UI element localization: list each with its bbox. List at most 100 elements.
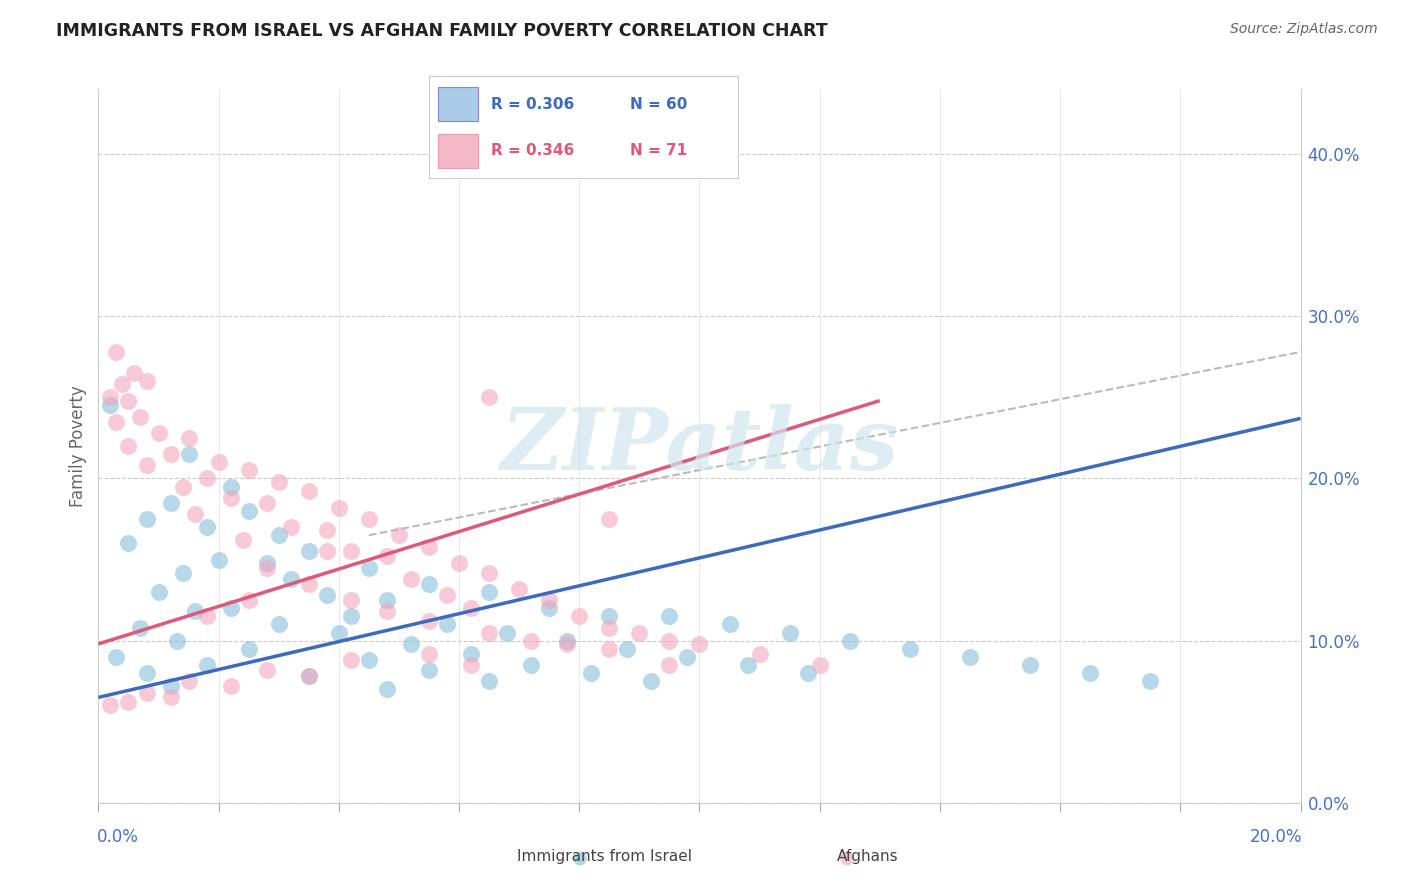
Point bbox=[315, 524, 337, 538]
Point bbox=[238, 463, 260, 477]
Point bbox=[460, 657, 482, 672]
Point bbox=[399, 637, 422, 651]
Point bbox=[375, 682, 398, 697]
Point bbox=[100, 390, 122, 404]
Point bbox=[328, 500, 350, 515]
Point bbox=[148, 425, 170, 440]
Point bbox=[100, 399, 122, 413]
Point bbox=[159, 690, 181, 705]
Point bbox=[959, 649, 981, 664]
Point bbox=[172, 566, 194, 580]
Point bbox=[808, 657, 831, 672]
Point bbox=[658, 609, 681, 624]
Point bbox=[555, 637, 578, 651]
Point bbox=[568, 851, 591, 865]
Point bbox=[737, 657, 759, 672]
Point bbox=[183, 507, 205, 521]
Point bbox=[478, 566, 501, 580]
Bar bbox=[439, 87, 478, 121]
Bar bbox=[439, 135, 478, 168]
Point bbox=[598, 641, 620, 656]
Point bbox=[478, 674, 501, 689]
Point bbox=[100, 698, 122, 713]
Text: ZIPatlas: ZIPatlas bbox=[501, 404, 898, 488]
Point bbox=[129, 409, 152, 424]
Y-axis label: Family Poverty: Family Poverty bbox=[69, 385, 87, 507]
Point bbox=[280, 572, 302, 586]
Point bbox=[375, 593, 398, 607]
Point bbox=[399, 572, 422, 586]
Point bbox=[418, 540, 440, 554]
Point bbox=[129, 621, 152, 635]
Point bbox=[148, 585, 170, 599]
Point bbox=[357, 512, 380, 526]
Point bbox=[219, 601, 242, 615]
Point bbox=[676, 649, 699, 664]
Point bbox=[538, 601, 561, 615]
Point bbox=[838, 633, 860, 648]
Point bbox=[208, 552, 231, 566]
Point bbox=[195, 471, 218, 485]
Point bbox=[340, 544, 363, 558]
Point bbox=[232, 533, 254, 547]
Point bbox=[267, 475, 290, 489]
Point bbox=[177, 447, 200, 461]
Point bbox=[598, 512, 620, 526]
Point bbox=[117, 393, 139, 408]
Text: IMMIGRANTS FROM ISRAEL VS AFGHAN FAMILY POVERTY CORRELATION CHART: IMMIGRANTS FROM ISRAEL VS AFGHAN FAMILY … bbox=[56, 22, 828, 40]
Point bbox=[105, 649, 128, 664]
Point bbox=[478, 585, 501, 599]
Point bbox=[315, 544, 337, 558]
Point bbox=[135, 458, 157, 473]
Point bbox=[388, 528, 411, 542]
Point bbox=[172, 479, 194, 493]
Point bbox=[208, 455, 231, 469]
Text: N = 71: N = 71 bbox=[630, 143, 688, 158]
Point bbox=[520, 633, 543, 648]
Point bbox=[298, 544, 321, 558]
Point bbox=[496, 625, 519, 640]
Point bbox=[628, 625, 651, 640]
Point bbox=[478, 390, 501, 404]
Point bbox=[183, 604, 205, 618]
Point bbox=[748, 647, 770, 661]
Point bbox=[219, 491, 242, 505]
Point bbox=[328, 625, 350, 640]
Point bbox=[219, 679, 242, 693]
Text: N = 60: N = 60 bbox=[630, 96, 688, 112]
Point bbox=[640, 674, 662, 689]
Point bbox=[219, 479, 242, 493]
Point bbox=[267, 617, 290, 632]
Point bbox=[658, 657, 681, 672]
Point bbox=[238, 593, 260, 607]
Point bbox=[460, 601, 482, 615]
Point bbox=[555, 633, 578, 648]
Point bbox=[166, 633, 188, 648]
Point bbox=[135, 685, 157, 699]
Point bbox=[256, 556, 278, 570]
Point bbox=[340, 593, 363, 607]
Point bbox=[298, 669, 321, 683]
Text: 0.0%: 0.0% bbox=[97, 828, 139, 846]
Point bbox=[598, 621, 620, 635]
Point bbox=[1139, 674, 1161, 689]
Point bbox=[256, 560, 278, 574]
Point bbox=[538, 593, 561, 607]
Point bbox=[340, 609, 363, 624]
Point bbox=[315, 588, 337, 602]
Point bbox=[1019, 657, 1042, 672]
Point bbox=[256, 496, 278, 510]
Point bbox=[159, 679, 181, 693]
Point bbox=[598, 609, 620, 624]
Point bbox=[898, 641, 921, 656]
Text: Source: ZipAtlas.com: Source: ZipAtlas.com bbox=[1230, 22, 1378, 37]
Point bbox=[689, 637, 711, 651]
Point bbox=[418, 663, 440, 677]
Point bbox=[418, 614, 440, 628]
Point bbox=[238, 641, 260, 656]
Point bbox=[135, 666, 157, 681]
Point bbox=[375, 549, 398, 564]
Point bbox=[616, 641, 638, 656]
Point bbox=[267, 528, 290, 542]
Point bbox=[195, 520, 218, 534]
